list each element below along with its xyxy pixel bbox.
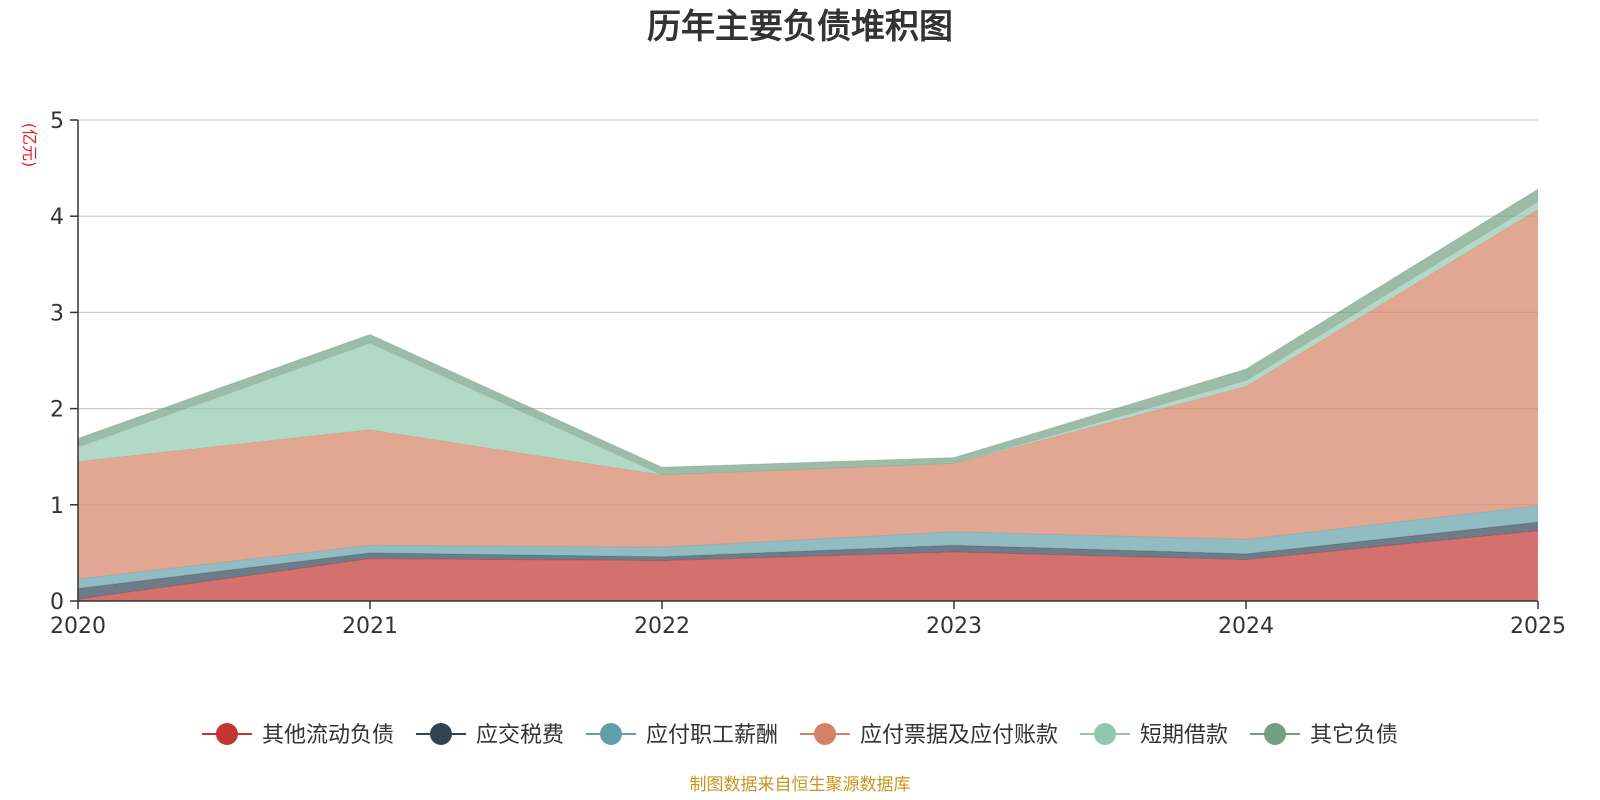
legend-label: 短期借款 bbox=[1140, 723, 1228, 748]
y-tick-label: 0 bbox=[50, 590, 64, 615]
legend-label: 其他流动负债 bbox=[262, 723, 394, 748]
y-tick-label: 4 bbox=[50, 205, 64, 230]
legend: 其他流动负债 应交税费 应付职工薪酬 应付票据及应付账款 短期借款 其它负债 bbox=[201, 723, 1398, 748]
source-note: 制图数据来自恒生聚源数据库 bbox=[690, 775, 911, 795]
legend-label: 应付职工薪酬 bbox=[646, 723, 778, 748]
area-series-3 bbox=[78, 505, 1538, 589]
legend-label: 应付票据及应付账款 bbox=[860, 723, 1058, 748]
axes: 0 1 2 3 4 5 2020 2021 2022 2023 2024 2025 bbox=[50, 109, 1566, 639]
y-tick-label: 3 bbox=[50, 301, 64, 326]
legend-marker bbox=[814, 723, 836, 745]
y-tick-label: 5 bbox=[50, 109, 64, 134]
x-tick-label: 2024 bbox=[1218, 614, 1274, 639]
area-series-1 bbox=[78, 530, 1538, 601]
legend-item: 应付票据及应付账款 bbox=[800, 723, 1058, 748]
series-line-6 bbox=[77, 188, 1539, 468]
legend-item: 应交税费 bbox=[415, 723, 564, 748]
x-tick-label: 2020 bbox=[50, 614, 106, 639]
legend-marker bbox=[215, 723, 238, 745]
legend-label: 应交税费 bbox=[476, 723, 564, 748]
legend-marker bbox=[1094, 723, 1117, 745]
legend-label: 其它负债 bbox=[1310, 723, 1398, 748]
legend-item: 短期借款 bbox=[1080, 723, 1228, 748]
x-tick-label: 2022 bbox=[634, 614, 690, 639]
chart-title: 历年主要负债堆积图 bbox=[647, 7, 953, 47]
y-axis-unit-label: (亿元) bbox=[20, 123, 39, 168]
x-tick-label: 2021 bbox=[342, 614, 398, 639]
legend-item: 其他流动负债 bbox=[201, 723, 394, 748]
legend-item: 应付职工薪酬 bbox=[585, 723, 778, 748]
legend-item: 其它负债 bbox=[1250, 723, 1398, 748]
legend-marker bbox=[429, 723, 452, 745]
y-tick-label: 1 bbox=[50, 494, 64, 519]
area-series bbox=[77, 188, 1539, 601]
y-tick-label: 2 bbox=[50, 398, 64, 423]
area-series-5 bbox=[78, 201, 1538, 475]
legend-marker bbox=[1264, 723, 1287, 745]
x-tick-label: 2023 bbox=[926, 614, 982, 639]
area-series-4 bbox=[78, 209, 1538, 579]
x-tick-label: 2025 bbox=[1510, 614, 1566, 639]
legend-marker bbox=[599, 723, 622, 745]
